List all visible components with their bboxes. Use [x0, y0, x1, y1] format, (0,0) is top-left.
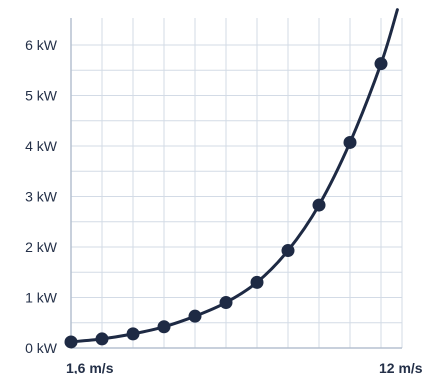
chart-axes: [70, 18, 402, 349]
data-point: [312, 198, 326, 212]
data-point: [188, 309, 202, 323]
data-point: [64, 335, 78, 349]
data-point: [374, 57, 388, 71]
chart-points-layer: [64, 57, 388, 349]
x-tick-label: 12 m/s: [379, 360, 422, 374]
y-tick-label: 6 kW: [25, 37, 58, 53]
chart-labels-layer: 0 kW 1 kW 2 kW 3 kW 4 kW 5 kW 6 kW 1,6 m/s 12 m/…: [25, 37, 422, 374]
y-tick-label: 3 kW: [25, 189, 58, 205]
data-point: [95, 332, 109, 346]
power-curve-line: [69, 8, 399, 344]
x-tick-label: 1,6 m/s: [66, 360, 114, 374]
chart-series-layer: [69, 8, 399, 344]
y-tick-label: 5 kW: [25, 88, 58, 104]
data-point: [126, 327, 140, 341]
data-point: [157, 320, 171, 334]
y-tick-label: 4 kW: [25, 138, 58, 154]
chart-grid: [70, 18, 403, 349]
y-tick-label: 0 kW: [25, 340, 58, 356]
data-point: [219, 296, 233, 310]
y-tick-label: 1 kW: [25, 290, 58, 306]
y-tick-label: 2 kW: [25, 239, 58, 255]
data-point: [343, 135, 357, 149]
data-point: [250, 275, 264, 289]
data-point: [281, 244, 295, 258]
